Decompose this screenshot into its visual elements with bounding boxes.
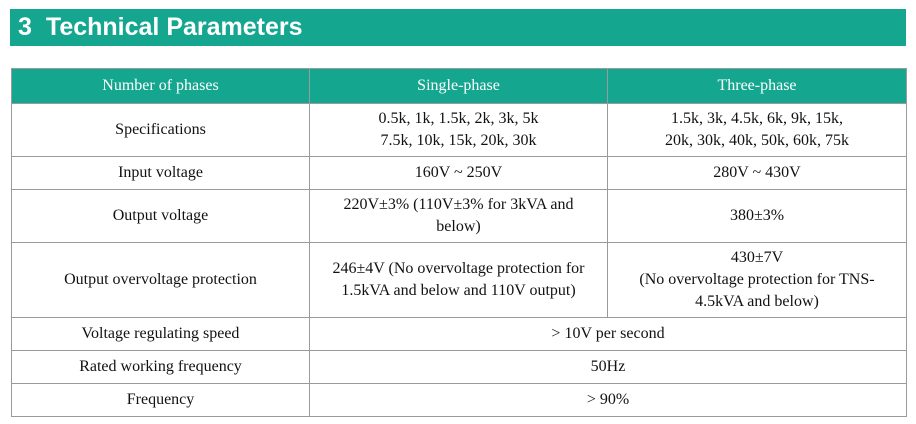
value-line: 20k, 30k, 40k, 50k, 60k, 75k xyxy=(665,132,849,149)
section-header: 3 Technical Parameters xyxy=(10,9,906,46)
value-line: 0.5k, 1k, 1.5k, 2k, 3k, 5k xyxy=(378,110,539,127)
table-row: Output overvoltage protection 246±4V (No… xyxy=(11,242,907,318)
three-phase-value: 1.5k, 3k, 4.5k, 6k, 9k, 15k, 20k, 30k, 4… xyxy=(607,103,907,157)
row-label: Specifications xyxy=(11,103,310,157)
merged-value: > 90% xyxy=(309,383,907,417)
row-label: Voltage regulating speed xyxy=(11,317,310,351)
single-phase-value: 160V ~ 250V xyxy=(309,156,608,190)
header-number-of-phases: Number of phases xyxy=(11,68,310,104)
merged-value: 50Hz xyxy=(309,350,907,384)
value-line: 246±4V (No overvoltage protection for xyxy=(332,260,585,277)
table-row: Input voltage 160V ~ 250V 280V ~ 430V xyxy=(11,156,907,190)
table-row: Output voltage 220V±3% (110V±3% for 3kVA… xyxy=(11,189,907,243)
single-phase-value: 0.5k, 1k, 1.5k, 2k, 3k, 5k 7.5k, 10k, 15… xyxy=(309,103,608,157)
three-phase-value: 280V ~ 430V xyxy=(607,156,907,190)
table-row: Rated working frequency 50Hz xyxy=(11,350,907,384)
section-number: 3 xyxy=(18,13,32,41)
value-line: below) xyxy=(436,218,481,235)
header-single-phase: Single-phase xyxy=(309,68,608,104)
section-title: Technical Parameters xyxy=(45,13,303,41)
merged-value: > 10V per second xyxy=(309,317,907,351)
value-line: 7.5k, 10k, 15k, 20k, 30k xyxy=(380,132,537,149)
table-row: Frequency > 90% xyxy=(11,383,907,417)
table-header-row: Number of phases Single-phase Three-phas… xyxy=(11,68,907,104)
row-label: Output overvoltage protection xyxy=(11,242,310,318)
single-phase-value: 220V±3% (110V±3% for 3kVA and below) xyxy=(309,189,608,243)
table-row: Specifications 0.5k, 1k, 1.5k, 2k, 3k, 5… xyxy=(11,103,907,157)
table-row: Voltage regulating speed > 10V per secon… xyxy=(11,317,907,351)
three-phase-value: 380±3% xyxy=(607,189,907,243)
row-label: Rated working frequency xyxy=(11,350,310,384)
value-line: (No overvoltage protection for TNS- xyxy=(639,271,875,288)
value-line: 1.5k, 3k, 4.5k, 6k, 9k, 15k, xyxy=(671,110,843,127)
row-label: Input voltage xyxy=(11,156,310,190)
value-line: 1.5kVA and below and 110V output) xyxy=(341,282,576,299)
row-label: Output voltage xyxy=(11,189,310,243)
three-phase-value: 430±7V (No overvoltage protection for TN… xyxy=(607,242,907,318)
value-line: 4.5kVA and below) xyxy=(695,293,819,310)
value-line: 220V±3% (110V±3% for 3kVA and xyxy=(343,196,574,213)
technical-parameters-table: Number of phases Single-phase Three-phas… xyxy=(11,68,907,417)
header-three-phase: Three-phase xyxy=(607,68,907,104)
row-label: Frequency xyxy=(11,383,310,417)
single-phase-value: 246±4V (No overvoltage protection for 1.… xyxy=(309,242,608,318)
value-line: 430±7V xyxy=(730,249,784,266)
